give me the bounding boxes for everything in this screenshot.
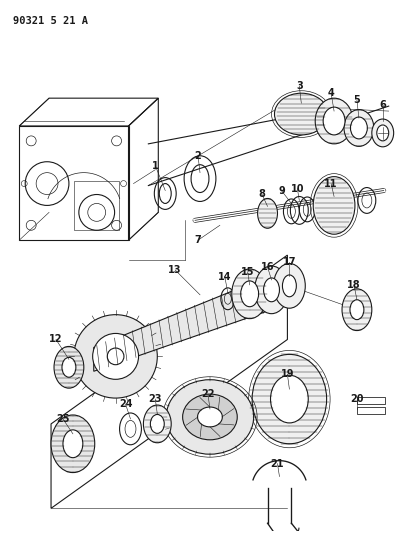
Ellipse shape [274, 93, 328, 135]
Ellipse shape [270, 375, 308, 423]
Ellipse shape [342, 289, 372, 330]
Text: 24: 24 [119, 399, 132, 409]
Ellipse shape [143, 405, 171, 443]
Text: 18: 18 [347, 280, 361, 290]
Ellipse shape [255, 266, 289, 314]
Ellipse shape [350, 300, 364, 320]
Ellipse shape [183, 394, 237, 440]
Ellipse shape [372, 119, 394, 147]
Circle shape [93, 334, 139, 379]
Text: 7: 7 [195, 235, 202, 245]
Ellipse shape [264, 278, 279, 302]
Text: 3: 3 [296, 81, 303, 91]
Circle shape [74, 314, 157, 398]
Text: 1: 1 [152, 161, 159, 171]
Text: 2: 2 [195, 151, 202, 161]
Ellipse shape [351, 117, 368, 139]
Text: 4: 4 [328, 88, 334, 98]
Text: 15: 15 [241, 267, 254, 277]
Ellipse shape [197, 407, 222, 427]
Text: 10: 10 [291, 183, 304, 193]
Ellipse shape [315, 98, 353, 144]
Text: 23: 23 [149, 394, 162, 404]
Ellipse shape [377, 125, 389, 141]
Text: 14: 14 [218, 272, 232, 282]
Ellipse shape [51, 415, 95, 473]
Text: 25: 25 [56, 414, 70, 424]
Ellipse shape [232, 269, 268, 319]
Bar [357, 407, 385, 414]
Ellipse shape [283, 275, 296, 297]
Text: 16: 16 [261, 262, 274, 272]
Ellipse shape [241, 281, 259, 306]
Text: 5: 5 [353, 95, 360, 105]
Text: 9: 9 [278, 185, 285, 196]
Text: 17: 17 [283, 257, 296, 267]
Text: 21: 21 [271, 458, 284, 469]
Text: 90321 5 21 A: 90321 5 21 A [13, 16, 88, 26]
Text: 13: 13 [168, 265, 182, 275]
Ellipse shape [54, 346, 84, 388]
Ellipse shape [323, 107, 345, 135]
Ellipse shape [252, 354, 327, 444]
Text: 8: 8 [258, 189, 265, 198]
Ellipse shape [150, 415, 164, 433]
Text: 19: 19 [280, 369, 294, 379]
Ellipse shape [62, 357, 76, 377]
Ellipse shape [63, 430, 83, 458]
Bar [74, 181, 118, 230]
Text: 12: 12 [49, 335, 63, 344]
Polygon shape [94, 267, 291, 372]
Ellipse shape [274, 263, 305, 308]
Text: 6: 6 [379, 100, 386, 110]
Text: 11: 11 [324, 179, 338, 189]
Ellipse shape [344, 110, 374, 147]
Ellipse shape [258, 198, 278, 228]
Text: 22: 22 [201, 389, 215, 399]
Bar [357, 397, 385, 404]
Ellipse shape [313, 176, 355, 234]
Ellipse shape [166, 379, 253, 454]
Text: 20: 20 [350, 394, 364, 404]
